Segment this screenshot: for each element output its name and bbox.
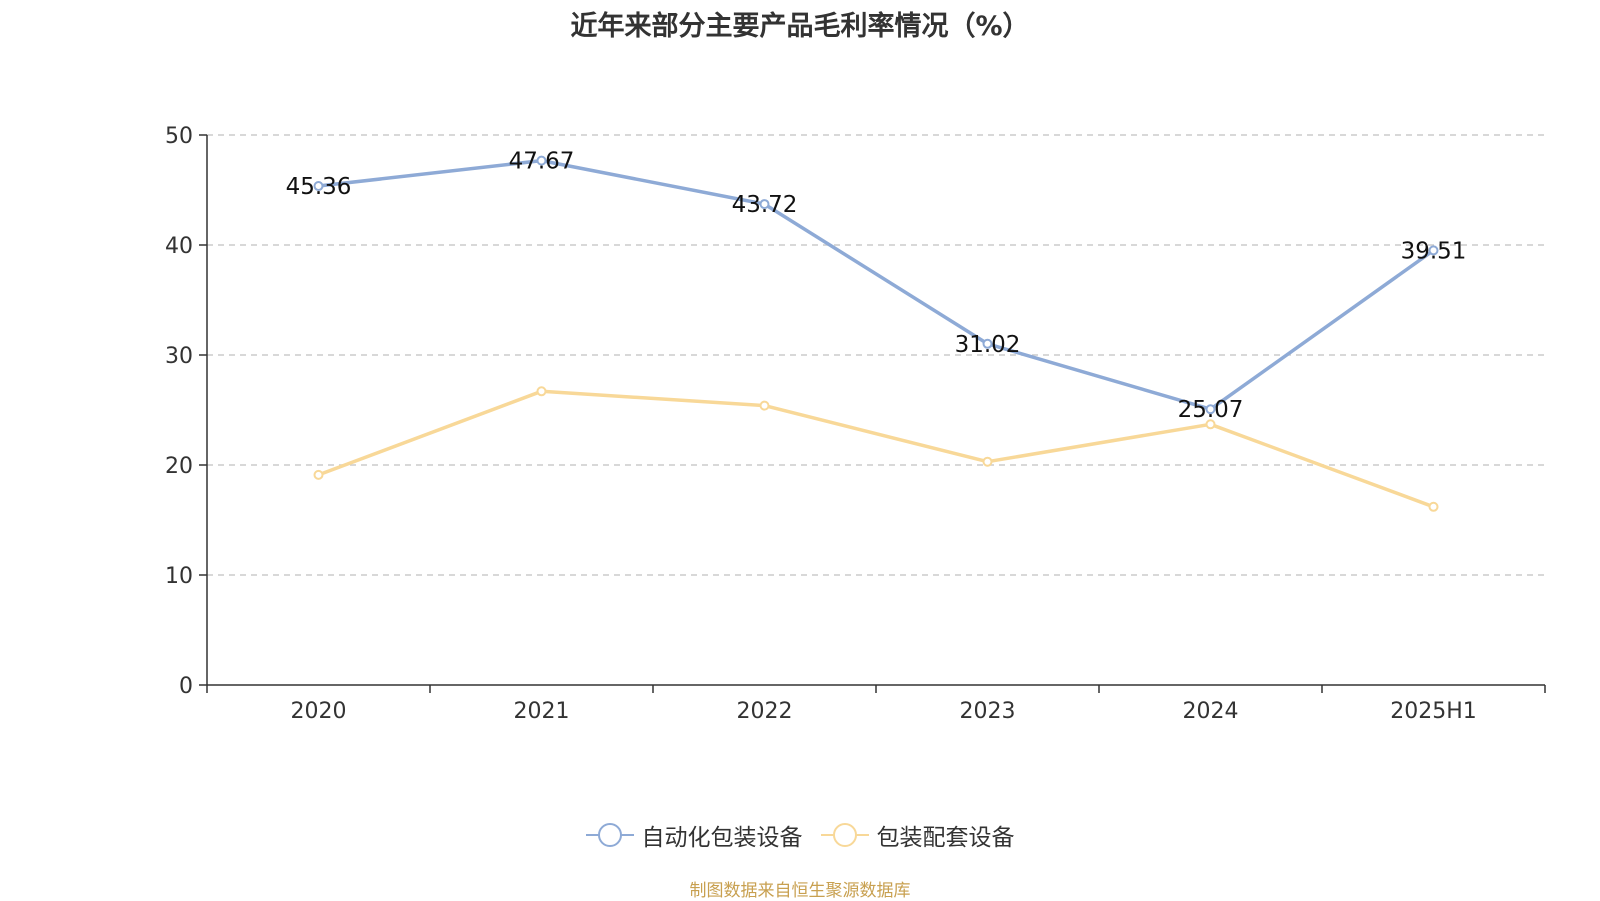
y-tick-label: 30 xyxy=(165,344,193,369)
data-label: 43.72 xyxy=(732,192,798,218)
legend-swatch-accessory xyxy=(820,823,869,847)
series-0-point xyxy=(982,338,993,349)
y-tick-label: 40 xyxy=(165,234,193,259)
series-1-point xyxy=(536,386,547,397)
data-label: 39.51 xyxy=(1401,238,1467,264)
data-label: 45.36 xyxy=(286,174,352,200)
data-source: 制图数据来自恒生聚源数据库 xyxy=(689,881,911,901)
series-1-point xyxy=(1428,501,1439,512)
x-tick-label: 2023 xyxy=(960,699,1016,724)
y-tick-label: 10 xyxy=(165,564,193,589)
legend: 自动化包装设备 包装配套设备 xyxy=(0,818,1600,852)
x-tick-label: 2022 xyxy=(737,699,793,724)
y-tick-label: 0 xyxy=(179,674,193,699)
series-1-point xyxy=(759,400,770,411)
series-0-point xyxy=(313,181,324,192)
series-0-point xyxy=(1205,404,1216,415)
series-1-point xyxy=(1205,419,1216,430)
legend-label-accessory: 包装配套设备 xyxy=(876,825,1015,851)
series-1-point xyxy=(313,469,324,480)
x-tick-label: 2021 xyxy=(514,699,570,724)
y-tick-label: 20 xyxy=(165,454,193,479)
data-label: 31.02 xyxy=(955,332,1021,358)
chart-title: 近年来部分主要产品毛利率情况（%） xyxy=(570,11,1030,42)
data-label: 47.67 xyxy=(509,149,575,175)
series-0-point xyxy=(1428,245,1439,256)
legend-swatch-automation xyxy=(585,823,634,847)
legend-item-accessory[interactable]: 包装配套设备 xyxy=(820,818,1015,852)
series-0-point xyxy=(536,155,547,166)
legend-item-automation[interactable]: 自动化包装设备 xyxy=(585,818,803,852)
x-tick-label: 2025H1 xyxy=(1390,699,1477,724)
series-line-0 xyxy=(318,158,1435,411)
x-tick-label: 2020 xyxy=(291,699,347,724)
x-tick-label: 2024 xyxy=(1183,699,1239,724)
series-1-point xyxy=(982,456,993,467)
legend-label-automation: 自动化包装设备 xyxy=(641,825,803,851)
series-0-point xyxy=(759,199,770,210)
y-tick-label: 50 xyxy=(165,124,193,149)
data-label: 25.07 xyxy=(1178,397,1244,423)
series-line-1 xyxy=(317,389,1435,509)
